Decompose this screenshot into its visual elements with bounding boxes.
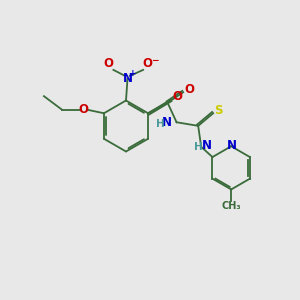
Text: N: N xyxy=(227,139,237,152)
Text: N: N xyxy=(162,116,172,129)
Text: O: O xyxy=(184,83,194,96)
Text: S: S xyxy=(214,104,223,117)
Text: +: + xyxy=(129,69,137,78)
Text: H: H xyxy=(194,142,203,152)
Text: O: O xyxy=(142,57,152,70)
Text: N: N xyxy=(202,139,212,152)
Text: −: − xyxy=(152,56,159,65)
Text: O: O xyxy=(172,90,182,103)
Text: H: H xyxy=(156,119,164,129)
Text: O: O xyxy=(79,103,89,116)
Text: CH₃: CH₃ xyxy=(221,201,241,211)
Text: O: O xyxy=(103,57,113,70)
Text: N: N xyxy=(122,72,133,85)
